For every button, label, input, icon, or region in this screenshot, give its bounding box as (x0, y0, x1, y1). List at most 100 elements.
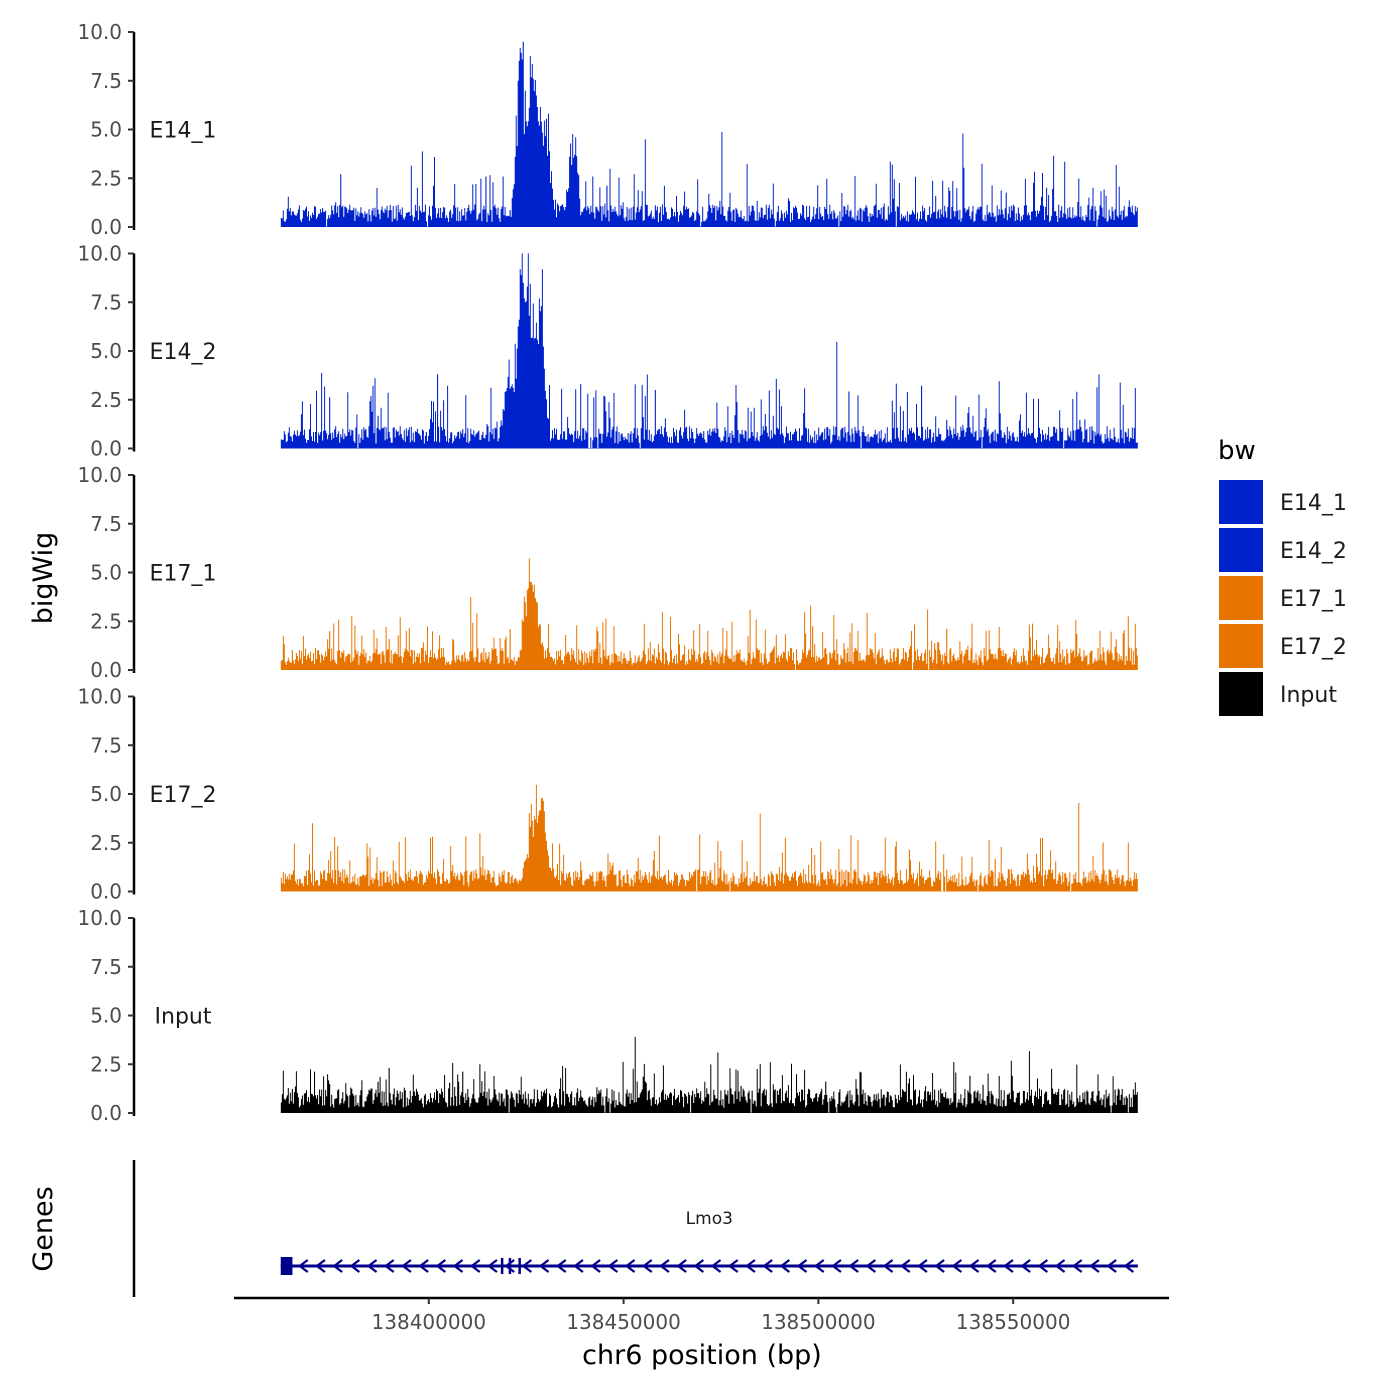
legend-swatch-E17_1 (1219, 576, 1263, 620)
strand-arrow (762, 1259, 773, 1273)
gene-Lmo3: Lmo3 (280, 1209, 1138, 1275)
track-Input: 0.0 2.5 5.0 7.5 10.0 Input (77, 906, 1138, 1125)
legend-label: E17_2 (1280, 635, 1347, 660)
y-tick-label: 0.0 (90, 880, 122, 904)
y-tick-label: 10.0 (77, 20, 122, 44)
strand-arrow (297, 1259, 309, 1273)
y-tick-label: 2.5 (90, 388, 122, 412)
genes-title: Genes (28, 1186, 59, 1271)
strand-arrow (1123, 1259, 1135, 1273)
strand-arrow (573, 1259, 584, 1273)
legend: bw E14_1 E14_2 E17_1 E17_2 Input (1218, 436, 1347, 716)
exon (500, 1258, 504, 1274)
legend-label: Input (1280, 683, 1337, 708)
track-E14_1: 0.0 2.5 5.0 7.5 10.0 E14_1 (77, 20, 1138, 239)
strand-arrow (659, 1259, 670, 1273)
legend-swatch-Input (1219, 672, 1263, 716)
y-tick-label: 7.5 (90, 512, 122, 536)
track-label: Input (155, 1005, 212, 1030)
y-tick-label: 7.5 (90, 69, 122, 93)
strand-arrow (1106, 1259, 1117, 1273)
strand-arrow (693, 1259, 705, 1273)
track-E17_1: 0.0 2.5 5.0 7.5 10.0 E17_1 (77, 463, 1138, 682)
legend-label: E17_1 (1280, 587, 1347, 612)
strand-arrow (366, 1259, 378, 1273)
strand-arrow (813, 1259, 825, 1273)
strand-arrow (1020, 1259, 1031, 1273)
strand-arrow (745, 1259, 756, 1273)
strand-arrow (865, 1259, 877, 1273)
strand-arrow (624, 1259, 636, 1273)
legend-label: E14_1 (1280, 491, 1347, 516)
x-tick-label: 138550000 (956, 1310, 1071, 1334)
strand-arrow (383, 1259, 395, 1273)
strand-arrow (779, 1259, 791, 1273)
exon (518, 1258, 521, 1274)
legend-swatch-E17_2 (1219, 624, 1263, 668)
strand-arrow (727, 1259, 739, 1273)
y-tick-label: 7.5 (90, 955, 122, 979)
strand-arrow (1003, 1259, 1014, 1273)
strand-arrow (401, 1259, 412, 1273)
strand-arrow (504, 1259, 515, 1273)
strand-arrow (796, 1259, 808, 1273)
y-tick-label: 5.0 (90, 118, 122, 142)
strand-arrow (882, 1259, 894, 1273)
y-tick-label: 2.5 (90, 166, 122, 190)
strand-arrow (951, 1259, 963, 1273)
y-axis-title: bigWig (28, 532, 59, 625)
strand-arrow (435, 1259, 447, 1273)
y-tick-label: 10.0 (77, 242, 122, 266)
strand-arrow (590, 1259, 601, 1273)
strand-arrow (1071, 1259, 1083, 1273)
y-tick-label: 7.5 (90, 290, 122, 314)
gene-label: Lmo3 (686, 1209, 733, 1229)
y-tick-label: 5.0 (90, 561, 122, 585)
gene-track: Genes Lmo3 (28, 1160, 1138, 1297)
track-label: E17_2 (150, 783, 217, 808)
strand-arrow (899, 1259, 911, 1273)
strand-arrow (452, 1259, 464, 1273)
signal-area-E17_1 (280, 558, 1138, 670)
x-tick-label: 138500000 (761, 1310, 876, 1334)
x-tick-label: 138450000 (566, 1310, 681, 1334)
y-tick-label: 5.0 (90, 339, 122, 363)
strand-arrow (641, 1259, 653, 1273)
x-axis: 138400000 138450000 138500000 138550000 (234, 1296, 1169, 1334)
exon (508, 1258, 512, 1274)
strand-arrow (848, 1259, 859, 1273)
strand-arrow (418, 1259, 429, 1273)
x-axis-title: chr6 position (bp) (582, 1340, 822, 1371)
y-tick-label: 0.0 (90, 437, 122, 461)
strand-arrow (538, 1259, 550, 1273)
legend-swatch-E14_1 (1219, 480, 1263, 524)
track-label: E14_1 (150, 119, 217, 144)
strand-arrow (315, 1259, 326, 1273)
y-tick-label: 2.5 (90, 831, 122, 855)
strand-arrow (521, 1259, 533, 1273)
strand-arrow (968, 1259, 980, 1273)
y-tick-label: 7.5 (90, 733, 122, 757)
y-tick-label: 0.0 (90, 1101, 122, 1125)
y-tick-label: 2.5 (90, 1052, 122, 1076)
strand-arrow (934, 1259, 945, 1273)
track-E14_2: 0.0 2.5 5.0 7.5 10.0 E14_2 (77, 242, 1138, 461)
y-tick-label: 2.5 (90, 609, 122, 633)
y-tick-label: 5.0 (90, 1004, 122, 1028)
strand-arrow (1054, 1259, 1066, 1273)
strand-arrow (1089, 1259, 1100, 1273)
strand-arrow (985, 1259, 997, 1273)
signal-area-E14_2 (280, 253, 1138, 449)
strand-arrow (555, 1259, 567, 1273)
strand-arrow (831, 1259, 842, 1273)
y-tick-label: 5.0 (90, 782, 122, 806)
strand-arrow (487, 1259, 498, 1273)
legend-title: bw (1218, 436, 1256, 466)
strand-arrow (1037, 1259, 1049, 1273)
signal-area-Input (280, 1036, 1138, 1113)
track-E17_2: 0.0 2.5 5.0 7.5 10.0 E17_2 (77, 685, 1138, 904)
y-tick-label: 0.0 (90, 215, 122, 239)
y-tick-label: 10.0 (77, 463, 122, 487)
strand-arrow (917, 1259, 928, 1273)
